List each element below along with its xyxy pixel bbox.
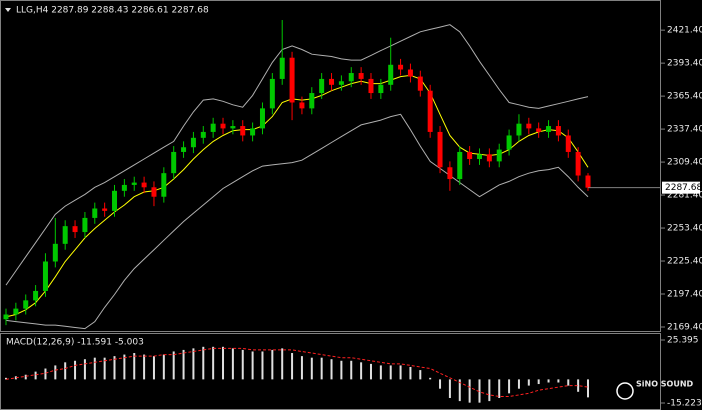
candle-body [348,73,354,82]
price-panel [0,0,661,332]
candle-body [289,57,295,103]
candle-body [279,57,285,79]
menu-arrow [5,8,11,12]
last-price-label: 2287.68 [665,183,702,193]
y-tick-label: 2197.40 [667,290,702,300]
candle-body [141,182,147,188]
candle-body [181,147,187,152]
candle-body [368,78,374,94]
candle-body [240,126,246,136]
candle-body [536,128,542,132]
candle-body [23,300,29,309]
y-tick-label: 2393.40 [667,59,702,69]
y-tick-label: 2337.40 [667,125,702,135]
y-tick-label: 2281.40 [667,191,702,201]
candle-body [13,308,19,315]
candle-body [516,123,522,136]
y-tick-label: 2169.40 [667,322,702,332]
candle-body [486,154,492,162]
candle-body [131,182,137,185]
candle-body [220,123,226,129]
logo [616,382,634,400]
candle-body [82,217,88,233]
watermark: SiNO SOUND [636,380,694,389]
candle-body [112,190,118,211]
candle-body [467,151,473,160]
candle-body [457,151,463,180]
candle-body [151,187,157,197]
last-price-box [662,181,700,194]
indicator-line [5,113,589,330]
candle-body [121,184,127,191]
y-tick-label: 2225.40 [667,257,702,267]
candle-body [358,73,364,79]
y-tick-label: 2253.40 [667,224,702,234]
candle-body [338,81,344,85]
y-tick-label: 25.395 [667,335,699,345]
candle-body [259,108,265,129]
candle-body [398,64,404,70]
candle-body [250,128,256,136]
candle-body [555,126,561,136]
candle-body [496,149,502,162]
candle-body [269,78,275,109]
candle-body [427,90,433,132]
indicator-line [5,24,589,286]
candle-body [161,173,167,197]
candle-body [476,154,482,160]
candle-body [447,167,453,180]
y-tick-label: 2309.40 [667,158,702,168]
candle-body [230,126,236,129]
candle-body [72,226,78,233]
candle-body [417,76,423,91]
y-tick-label: 2421.40 [667,26,702,36]
candle-body [62,226,68,244]
signal-line [5,347,589,397]
macd-title: MACD(12,26,9) -11.591 -5.003 [6,338,144,348]
candle-body [102,208,108,211]
candle-body [329,78,335,85]
candle-body [309,93,315,109]
candle-body [319,78,325,94]
candle-body [437,131,443,168]
candle-body [585,175,591,188]
candle-body [565,135,571,152]
candle-body [210,123,216,132]
candle-body [299,102,305,109]
candle-body [190,137,196,148]
candle-body [52,243,58,262]
candle-body [526,123,532,129]
chart-title: LLG,H4 2287.89 2288.43 2286.61 2287.68 [16,6,209,16]
candle-body [92,208,98,218]
candle-body [42,261,48,291]
candle-body [200,131,206,138]
indicator-line [5,74,589,318]
candle-body [33,290,39,301]
candle-body [3,314,9,320]
candle-body [171,151,177,174]
candle-body [546,126,552,132]
y-tick-label: -15.223 [667,399,702,409]
candle-body [506,135,512,150]
candle-body [407,69,413,77]
y-tick-label: 2365.40 [667,92,702,102]
candle-body [378,84,384,94]
candle-body [575,151,581,176]
candle-body [388,64,394,85]
